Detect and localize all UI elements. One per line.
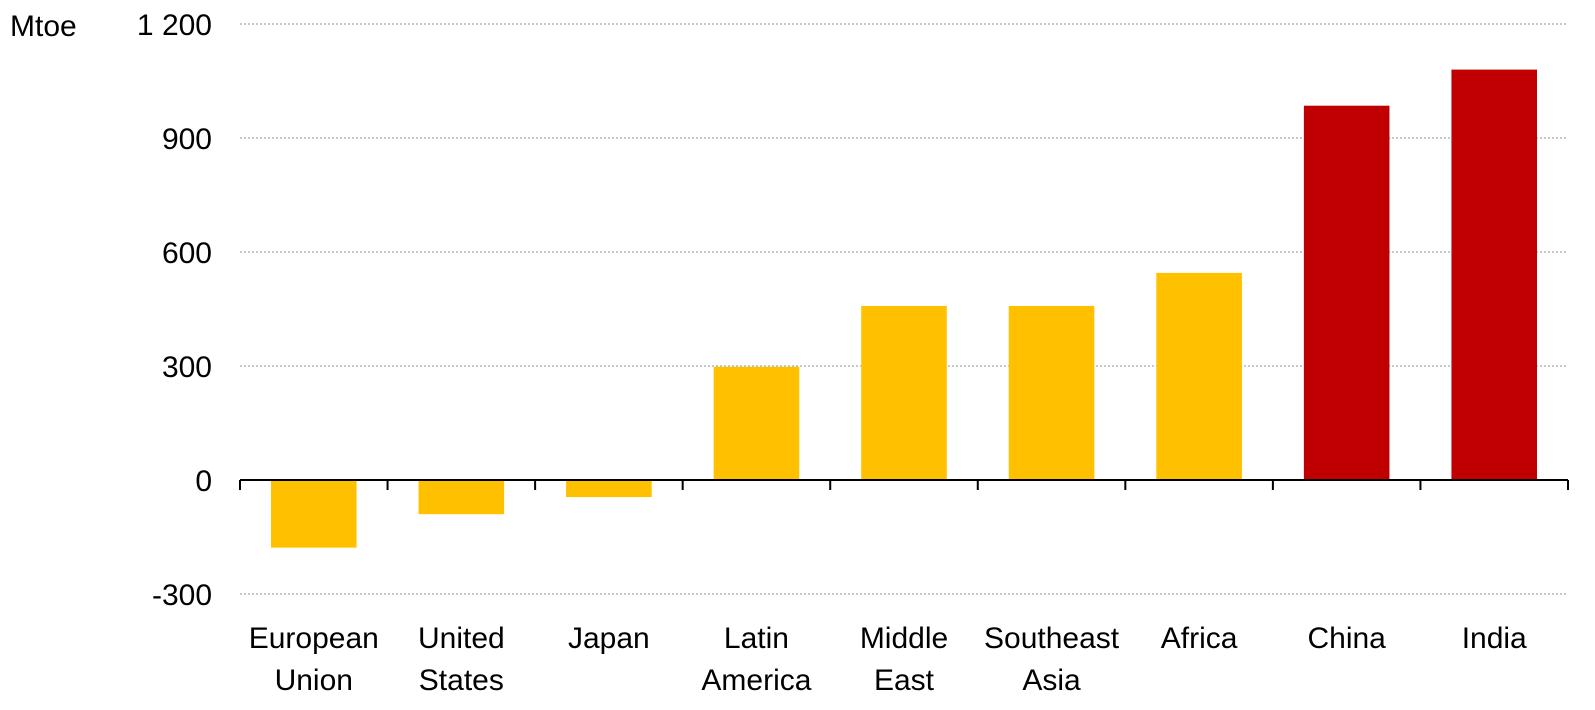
y-tick-label: 600 [162,237,212,270]
category-label: Southeast Asia [984,622,1120,697]
y-tick-label: -300 [152,579,212,612]
y-axis-unit-label: Mtoe [10,10,77,43]
bar [270,480,357,548]
category-label: Japan [568,622,650,655]
bars [270,69,1538,548]
y-tick-label: 0 [195,465,212,498]
category-labels: European Union United States Japan Latin Ameri… [249,622,1527,697]
category-label: European Union [249,622,379,697]
bar [1303,105,1390,480]
bar [566,480,652,498]
y-tick-label: 300 [162,351,212,384]
category-label: United States [418,622,505,697]
bar [713,366,800,480]
category-label: Middle East [860,622,948,697]
bar [1156,272,1242,480]
y-axis-tick-labels: -300 0 300 600 900 1 200 [137,9,212,612]
category-label: India [1462,622,1527,655]
bar [1008,305,1095,480]
bar [861,305,947,480]
category-label: Africa [1161,622,1238,655]
category-label: China [1307,622,1386,655]
bar [418,480,505,515]
y-tick-label: 900 [162,123,212,156]
category-label: Latin America [701,622,811,697]
x-axis [239,479,1569,490]
y-tick-label: 1 200 [137,9,212,42]
bar [1451,69,1538,480]
